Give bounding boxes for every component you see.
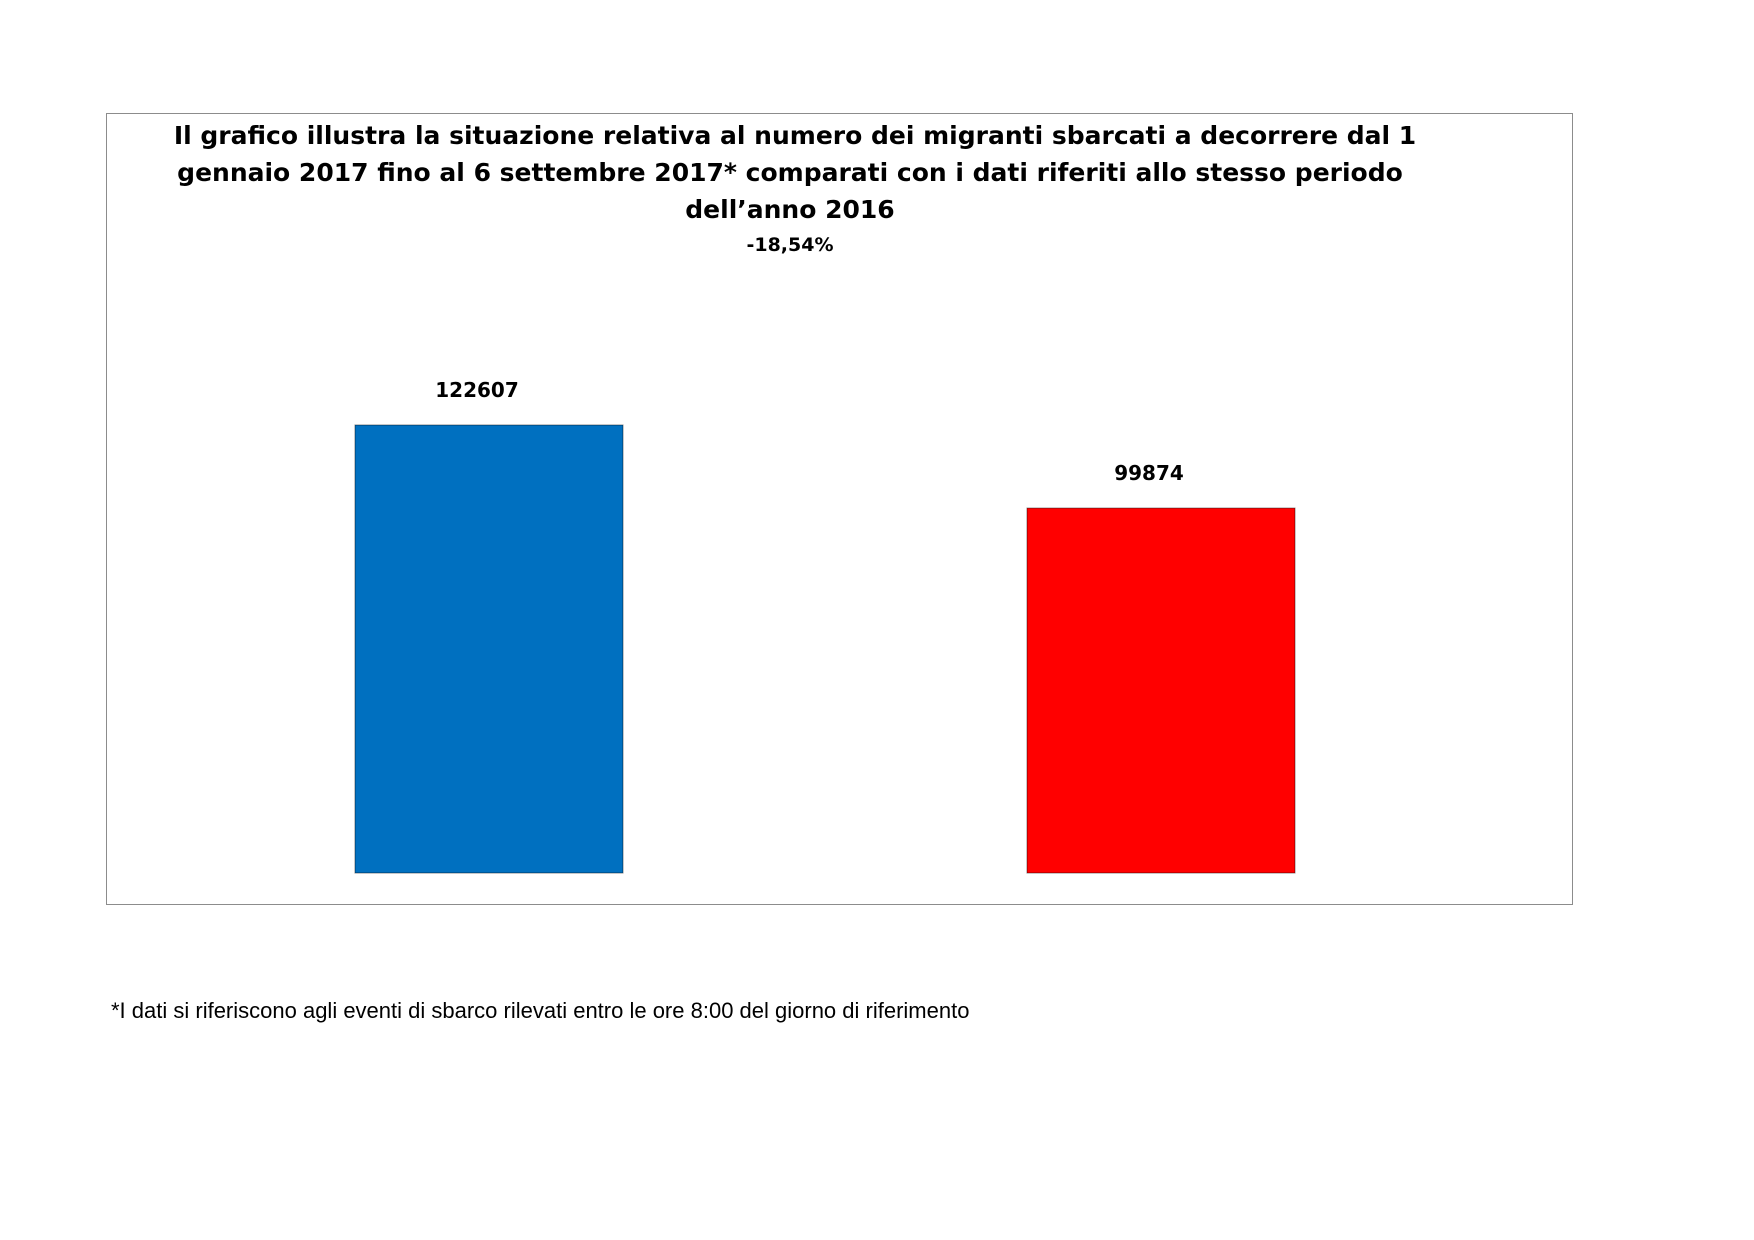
chart-subtitle: -18,54% — [746, 234, 833, 256]
chart-title-line-3: dell’anno 2016 — [685, 195, 894, 224]
bars-group — [354, 424, 1296, 874]
data-label-1: 122607 — [435, 378, 519, 402]
chart-area — [106, 113, 1573, 905]
data-labels-group: 122607 99874 — [435, 378, 1184, 485]
data-label-2: 99874 — [1114, 461, 1184, 485]
bar-2 — [1026, 507, 1296, 874]
bar-1 — [354, 424, 624, 874]
chart-title-line-2: gennaio 2017 fino al 6 settembre 2017* c… — [177, 158, 1403, 187]
footnote: *I dati si riferiscono agli eventi di sb… — [111, 998, 970, 1023]
chart-title-line-1: Il grafico illustra la situazione relati… — [174, 121, 1416, 150]
